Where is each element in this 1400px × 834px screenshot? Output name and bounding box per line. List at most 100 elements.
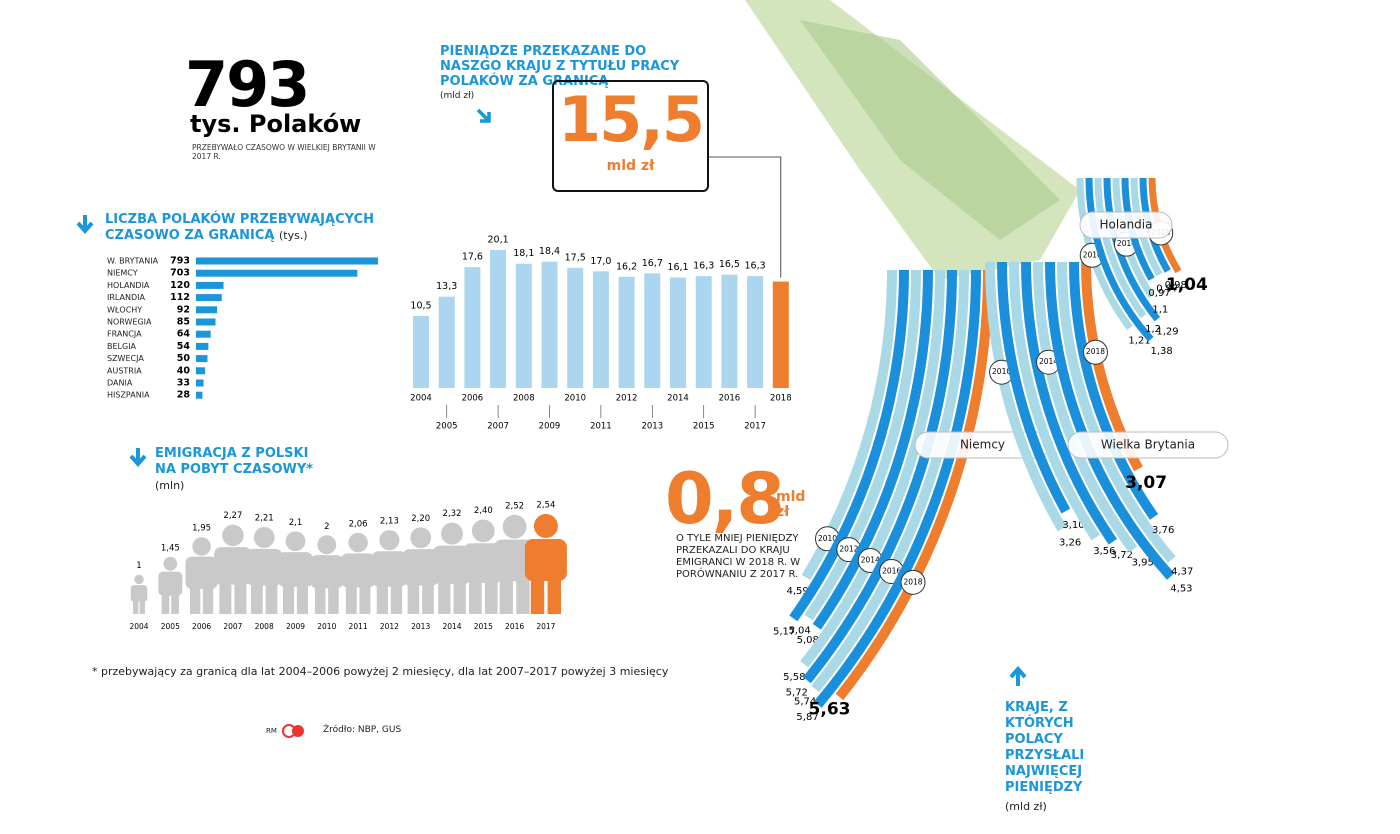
x-tick-label: 2008 [513,394,535,404]
value-label: 2,06 [349,519,368,529]
bar [567,267,584,388]
category-label: NORWEGIA [107,318,152,327]
category-label: IRLANDIA [107,293,146,302]
x-tick-label: 2007 [223,622,242,631]
person-icon [310,535,344,614]
callout-number-unit: mld zł [606,158,655,174]
value-label: 1 [136,561,141,571]
person-leg [189,577,201,614]
value-label: 16,7 [642,258,663,269]
value-label: 16,3 [693,261,714,272]
bar [196,355,208,363]
person-leg [469,568,482,614]
person-leg [133,595,139,614]
person-icon [130,574,148,614]
arc-band [804,269,921,621]
person-leg [219,571,232,614]
person-leg [484,568,498,614]
bar [196,306,218,314]
person-icon [341,532,376,614]
value-label: 2,13 [380,517,399,527]
bar [196,269,358,277]
bar [196,294,222,302]
person-leg [282,574,295,614]
value-label: 18,1 [513,248,534,259]
year-label: 2018 [1086,347,1105,356]
arc-band [802,269,957,684]
bar [721,274,738,388]
x-tick-label: 2005 [161,622,180,631]
country-pill [1067,431,1229,459]
person-leg [359,575,371,614]
logo [292,725,304,737]
person-icon [402,527,439,614]
value-label: 40 [177,365,191,376]
chart-unit: (mln) [155,479,185,492]
value-label: 5,04 [788,626,810,637]
value-label: 1,38 [1150,346,1172,357]
person-head [253,526,275,548]
value-label: 3,26 [1059,538,1081,549]
value-label: 3,10 [1062,520,1084,531]
arc-band [1045,261,1175,580]
person-head [317,535,337,555]
value-label: 4,53 [1170,583,1192,594]
x-tick-label: 2009 [286,622,305,631]
year-label: 2010 [1083,250,1102,259]
arc-band [1094,177,1147,319]
x-tick-label: 2012 [616,394,638,404]
year-label: 2014 [1039,357,1058,366]
x-tick-label: 2008 [255,622,274,631]
arc-band [811,269,969,693]
arrow-icon [1009,665,1027,686]
bar [196,257,378,265]
bar [772,281,789,388]
value-label: 703 [170,268,190,279]
value-label: 4,59 [787,586,809,597]
credit: RM [266,727,277,735]
person-leg [530,566,545,614]
value-label: 5,58 [783,672,805,683]
value-label: 2,54 [536,501,555,511]
x-tick-label: 2013 [641,422,663,432]
bar [670,277,686,388]
person-head [348,532,368,553]
arc-band [835,269,993,701]
person-leg [265,572,278,614]
value-label: 0,97 [1156,284,1178,295]
person-icon [463,519,504,614]
person-leg [453,570,466,614]
bar [592,271,609,388]
value-label: 1,04 [1166,275,1208,295]
chart-title-text: LICZBA POLAKÓW PRZEBYWAJĄCYCH CZASOWO ZA… [105,212,374,243]
person-leg [251,572,263,614]
person-leg [376,573,388,614]
chart-title-text: EMIGRACJA Z POLSKI NA POBYT CZASOWY* [155,446,314,477]
x-tick-label: 2014 [667,394,689,404]
x-tick-label: 2004 [129,622,148,631]
x-tick-label: 2016 [505,622,524,631]
value-label: 2,20 [411,514,430,524]
value-label: 18,4 [539,246,560,257]
bar [196,318,216,326]
countries-title: KRAJE, Z KTÓRYCH POLACY PRZYSŁALI NAJWIĘ… [1005,700,1085,795]
value-label: 16,2 [616,261,637,272]
chart-title: LICZBA POLAKÓW PRZEBYWAJĄCYCH CZASOWO ZA… [105,212,395,244]
bar [196,367,206,375]
value-label: 5,74 [794,696,816,707]
bar [196,391,203,399]
category-label: FRANCJA [107,330,142,339]
person-head [192,537,211,556]
x-tick-label: 2016 [719,394,741,404]
arrow-icon [76,215,94,235]
category-label: AUSTRIA [107,366,142,375]
bar [515,263,532,388]
value-label: 16,5 [719,259,740,270]
value-label: 5,08 [797,635,819,646]
bar [196,281,224,289]
value-label: 1,21 [1128,336,1150,347]
person-icon [245,526,283,614]
headline-number: 793 [185,48,310,121]
person-leg [234,571,247,614]
